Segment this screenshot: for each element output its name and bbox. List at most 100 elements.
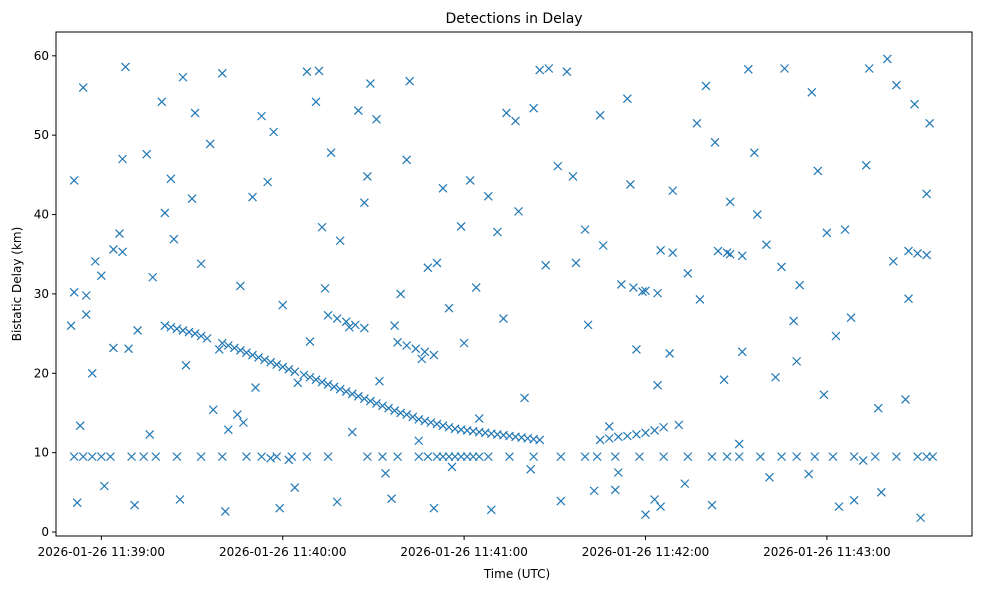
data-point [589, 486, 599, 496]
data-point [362, 452, 372, 462]
data-point [263, 177, 273, 187]
data-point [187, 194, 197, 204]
data-point [190, 108, 200, 118]
data-point [765, 472, 774, 482]
data-point [311, 375, 321, 385]
data-point [707, 500, 717, 510]
data-point [680, 479, 690, 489]
data-point [190, 329, 200, 339]
data-point [414, 436, 424, 446]
data-point [777, 452, 786, 462]
data-point [925, 118, 935, 128]
data-point [692, 118, 702, 128]
data-point [650, 426, 659, 435]
data-point [683, 452, 693, 462]
data-point [196, 452, 206, 462]
data-point [242, 348, 251, 358]
data-point [438, 421, 448, 431]
data-point [393, 337, 403, 347]
data-point [719, 375, 729, 385]
y-axis-label: Bistatic Delay (km) [10, 227, 24, 342]
data-point [632, 429, 641, 439]
data-point [390, 406, 400, 416]
y-tick-label: 60 [34, 49, 49, 63]
data-point [402, 155, 412, 165]
data-point [353, 391, 363, 401]
data-point [329, 382, 339, 392]
data-point [656, 245, 666, 255]
x-tick-label: 2026-01-26 11:41:00 [400, 545, 527, 559]
data-point [323, 379, 333, 389]
data-point [332, 314, 342, 323]
data-point [311, 97, 321, 107]
data-point [405, 76, 415, 86]
data-point [432, 419, 442, 429]
data-point [535, 65, 545, 75]
data-point [674, 420, 684, 430]
data-point [922, 189, 932, 199]
data-point [628, 283, 638, 292]
data-point [562, 67, 572, 77]
data-point [229, 343, 239, 353]
data-point [344, 322, 354, 332]
data-point [169, 234, 179, 244]
data-point [166, 174, 176, 184]
data-point [145, 429, 155, 439]
data-point [789, 316, 799, 326]
data-point [115, 229, 124, 239]
data-point [323, 452, 333, 462]
data-point [762, 240, 771, 250]
data-point [810, 452, 820, 462]
data-point [707, 452, 717, 462]
x-axis-label: Time (UTC) [483, 567, 550, 581]
data-point [423, 263, 433, 273]
data-point [665, 349, 675, 358]
data-point [254, 352, 263, 362]
data-point [653, 380, 663, 390]
data-point [175, 495, 185, 504]
data-point [160, 321, 170, 331]
data-point [142, 149, 152, 159]
data-point [96, 271, 106, 281]
data-point [90, 256, 100, 266]
data-point [402, 341, 412, 350]
data-point [290, 367, 300, 377]
data-point [556, 496, 566, 506]
data-point [474, 452, 484, 462]
data-point [849, 452, 859, 462]
data-point [474, 414, 484, 423]
data-point [293, 378, 303, 388]
data-point [556, 452, 566, 462]
data-point [505, 452, 514, 462]
data-point [251, 383, 260, 393]
data-point [465, 175, 475, 185]
data-point [544, 64, 554, 73]
data-point [922, 250, 932, 260]
data-point [317, 222, 327, 232]
data-point [511, 116, 520, 126]
data-point [423, 452, 433, 462]
data-point [870, 452, 880, 462]
data-point [840, 225, 850, 235]
data-point [653, 288, 663, 298]
data-point [217, 338, 227, 348]
data-point [632, 345, 641, 354]
data-point [447, 462, 457, 472]
data-point [520, 393, 530, 403]
data-point [641, 286, 650, 296]
data-point [864, 64, 874, 73]
data-point [598, 241, 608, 250]
data-point [725, 249, 735, 259]
data-point [819, 390, 829, 400]
data-point [792, 452, 802, 462]
data-point [362, 172, 372, 181]
data-point [69, 452, 79, 462]
data-point [913, 452, 923, 462]
data-point [625, 179, 635, 189]
data-point [498, 314, 508, 323]
data-point [414, 452, 424, 462]
data-point [69, 175, 79, 185]
data-point [483, 191, 493, 201]
data-point [365, 79, 375, 89]
